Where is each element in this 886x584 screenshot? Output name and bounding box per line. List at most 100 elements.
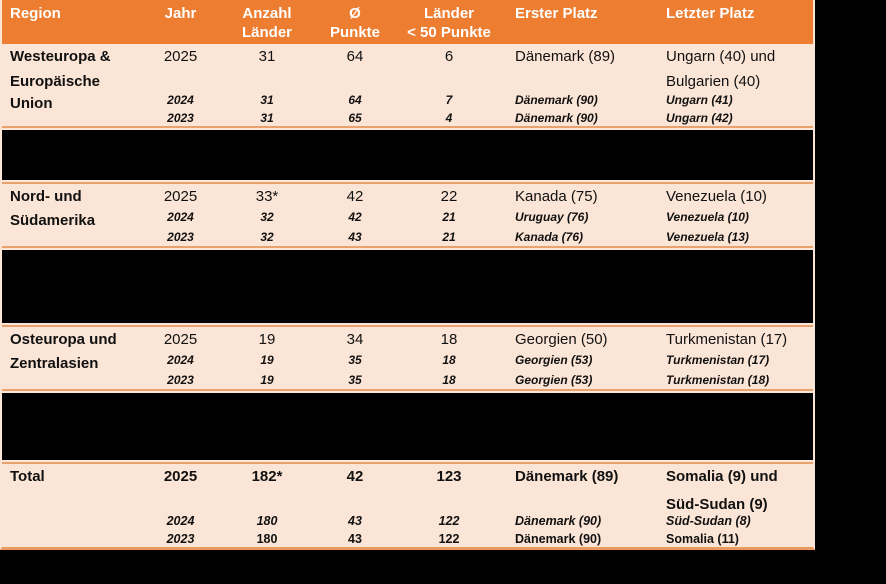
col-header-region: Region: [2, 4, 148, 44]
cell-anzahl: 31: [258, 48, 276, 65]
cell-anzahl: 31: [260, 111, 274, 125]
cell-anzahl: 180: [256, 532, 278, 546]
col-header-punkte-line1: Ø: [349, 5, 361, 22]
cell-letzter-platz: Venezuela (10): [666, 188, 767, 205]
cell-letzter-platz: Venezuela (10): [666, 210, 749, 224]
cell-letzter-platz-line2: Bulgarien (40): [666, 73, 761, 90]
cell-punkte: 35: [348, 353, 362, 367]
col-header-anzahl-line2: Länder: [241, 24, 292, 41]
col-header-punkte-line2: Punkte: [329, 24, 380, 41]
cell-jahr: 2023: [167, 111, 194, 125]
redacted-row-band: [2, 126, 813, 184]
cell-unter50: 21: [442, 230, 456, 244]
cell-letzter-platz: Turkmenistan (18): [666, 373, 770, 387]
redacted-row-band: [2, 246, 813, 327]
cell-jahr: 2025: [163, 331, 198, 348]
col-header-jahr: Jahr: [148, 4, 213, 44]
cell-unter50: 18: [440, 331, 458, 348]
cell-unter50: 22: [440, 188, 458, 205]
col-header-erster-label: Erster Platz: [515, 5, 598, 22]
cell-anzahl: 19: [260, 353, 274, 367]
col-header-letzter-label: Letzter Platz: [666, 5, 755, 22]
col-header-unter50-line1: Länder: [423, 5, 474, 22]
cell-punkte: 43: [348, 532, 362, 546]
cell-erster-platz: Dänemark (90): [515, 532, 602, 546]
cell-punkte: 34: [346, 331, 364, 348]
redacted-row-band: [2, 389, 813, 464]
cell-jahr: 2023: [167, 373, 194, 387]
cell-jahr: 2025: [163, 468, 198, 485]
region-name-line: Südamerika: [10, 212, 96, 229]
cell-letzter-platz-line2: Süd-Sudan (9): [666, 496, 768, 513]
col-header-region-label: Region: [10, 5, 61, 22]
cell-punkte: 42: [346, 468, 364, 485]
cell-unter50: 18: [442, 353, 456, 367]
region-name-line: Westeuropa &: [10, 48, 111, 65]
cell-anzahl: 33*: [255, 188, 279, 205]
cell-punkte: 65: [348, 111, 362, 125]
section-total: Total 2025 182* 42 123 Dänemark (89) Som…: [2, 464, 813, 547]
cell-punkte: 64: [346, 48, 364, 65]
cell-letzter-platz: Ungarn (40) und: [666, 48, 776, 65]
col-header-anzahl-line1: Anzahl: [242, 5, 292, 22]
cell-erster-platz: Dänemark (90): [515, 93, 598, 107]
cell-jahr: 2025: [163, 48, 198, 65]
cell-unter50: 21: [442, 210, 456, 224]
cell-punkte: 64: [348, 93, 362, 107]
cell-unter50: 4: [445, 111, 453, 125]
cell-erster-platz: Dänemark (90): [515, 111, 598, 125]
cell-punkte: 42: [348, 210, 362, 224]
col-header-unter-50: Länder < 50 Punkte: [389, 4, 509, 44]
section-westeuropa: Westeuropa & 2025 31 64 6 Dänemark (89) …: [2, 44, 813, 126]
col-header-letzter-platz: Letzter Platz: [660, 4, 813, 44]
cell-anzahl: 32: [260, 230, 274, 244]
col-header-anzahl-laender: Anzahl Länder: [213, 4, 321, 44]
col-header-punkte: Ø Punkte: [321, 4, 389, 44]
region-name-line: Total: [10, 468, 45, 485]
cell-punkte: 43: [348, 230, 362, 244]
cell-anzahl: 31: [260, 93, 274, 107]
cell-letzter-platz: Süd-Sudan (8): [666, 514, 751, 528]
cell-letzter-platz: Turkmenistan (17): [666, 353, 770, 367]
region-score-table: Region Jahr Anzahl Länder Ø Punkte Lände…: [0, 0, 815, 550]
cell-erster-platz: Uruguay (76): [515, 210, 589, 224]
cell-letzter-platz: Ungarn (41): [666, 93, 733, 107]
cell-anzahl: 182*: [251, 468, 283, 485]
cell-letzter-platz: Turkmenistan (17): [666, 331, 788, 348]
cell-jahr: 2024: [167, 353, 194, 367]
cell-anzahl: 180: [256, 514, 278, 528]
cell-letzter-platz: Somalia (11): [666, 532, 739, 546]
col-header-jahr-label: Jahr: [164, 5, 197, 22]
cell-erster-platz: Dänemark (90): [515, 514, 602, 528]
cell-letzter-platz: Somalia (9) und: [666, 468, 778, 485]
section-osteuropa-zentralasien: Osteuropa und 2025 19 34 18 Georgien (50…: [2, 327, 813, 389]
region-name-line: Osteuropa und: [10, 331, 117, 348]
cell-erster-platz: Georgien (53): [515, 353, 593, 367]
cell-jahr: 2023: [166, 532, 195, 546]
cell-jahr: 2024: [167, 210, 194, 224]
cell-unter50: 123: [436, 468, 462, 485]
cell-erster-platz: Kanada (75): [515, 188, 598, 205]
cell-punkte: 43: [348, 514, 362, 528]
cell-unter50: 7: [445, 93, 453, 107]
cell-jahr: 2023: [167, 230, 194, 244]
cell-jahr: 2024: [167, 93, 194, 107]
col-header-unter50-line2: < 50 Punkte: [407, 24, 491, 41]
region-name-line: Zentralasien: [10, 355, 99, 372]
table-header-row: Region Jahr Anzahl Länder Ø Punkte Lände…: [2, 0, 813, 44]
cell-punkte: 42: [346, 188, 364, 205]
cell-jahr: 2024: [166, 514, 195, 528]
cell-letzter-platz: Venezuela (13): [666, 230, 749, 244]
cell-punkte: 35: [348, 373, 362, 387]
cell-anzahl: 19: [260, 373, 274, 387]
region-name-line: Europäische: [10, 73, 101, 90]
cell-unter50: 6: [444, 48, 454, 65]
cell-erster-platz: Kanada (76): [515, 230, 584, 244]
cell-unter50: 122: [438, 514, 460, 528]
cell-jahr: 2025: [163, 188, 198, 205]
cell-letzter-platz: Ungarn (42): [666, 111, 733, 125]
region-name-line: Union: [10, 95, 53, 112]
section-nord-suedamerika: Nord- und 2025 33* 42 22 Kanada (75) Ven…: [2, 184, 813, 246]
col-header-erster-platz: Erster Platz: [509, 4, 660, 44]
